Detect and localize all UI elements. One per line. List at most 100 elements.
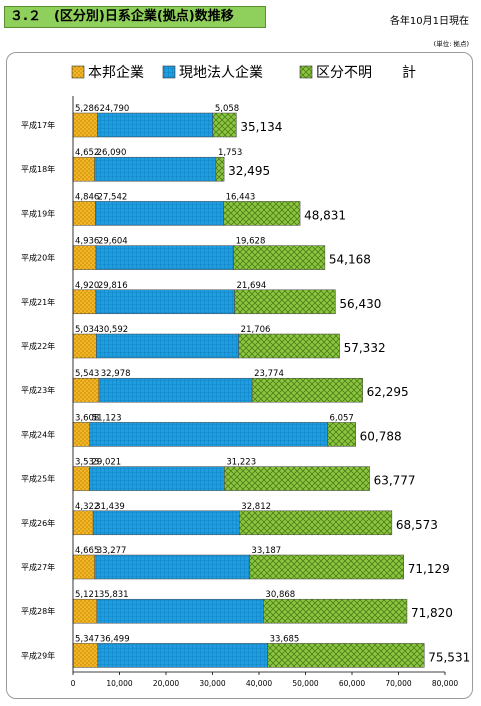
bar-segment [223, 201, 301, 226]
bar-segment [95, 289, 235, 315]
segment-value-label: 4,665 [75, 546, 99, 556]
segment-value-label: 31,223 [226, 458, 256, 468]
segment-value-label: 30,592 [98, 325, 128, 335]
segment-value-label: 3,608 [75, 413, 99, 423]
segment-value-label: 21,694 [237, 281, 267, 291]
bar-segment [94, 554, 250, 580]
segment-value-label: 4,322 [75, 502, 99, 512]
bar-segment [72, 554, 95, 580]
segment-value-label: 3,533 [75, 458, 99, 468]
bar-segment [96, 333, 239, 359]
segment-value-label: 5,347 [75, 634, 99, 644]
category-label: 平成22年 [21, 341, 55, 351]
legend-label-3: 区分不明 [316, 65, 372, 81]
bar-segment [215, 156, 225, 182]
bar-segment [95, 201, 224, 226]
bar-segment [238, 333, 340, 359]
total-value-label: 60,788 [360, 429, 402, 443]
bar-segment [267, 643, 425, 668]
bar-segment [95, 245, 234, 270]
segment-value-label: 5,543 [75, 369, 99, 379]
bar-segment [72, 245, 97, 270]
x-tick-label: 40,000 [246, 679, 272, 688]
total-value-label: 71,129 [408, 562, 450, 576]
bar-segment [72, 643, 99, 668]
segment-value-label: 23,774 [254, 369, 284, 379]
segment-value-label: 21,706 [241, 325, 271, 335]
bar-segment [72, 112, 98, 138]
x-tick-label: 60,000 [339, 679, 365, 688]
category-label: 平成17年 [21, 120, 55, 130]
segment-value-label: 33,685 [270, 634, 300, 644]
category-label: 平成21年 [21, 297, 55, 307]
total-value-label: 63,777 [374, 474, 416, 488]
segment-value-label: 26,090 [97, 148, 127, 158]
bar-segment [249, 554, 404, 580]
bar-segment [92, 510, 240, 536]
x-tick-label: 50,000 [292, 679, 318, 688]
legend-label-1: 本邦企業 [88, 64, 144, 81]
bar-segment [72, 333, 97, 359]
segment-value-label: 29,816 [98, 281, 128, 291]
segment-value-label: 33,277 [97, 546, 127, 556]
total-value-label: 68,573 [396, 518, 438, 532]
segment-value-label: 4,920 [75, 281, 99, 291]
category-label: 平成19年 [21, 208, 55, 218]
total-value-label: 32,495 [228, 164, 270, 178]
category-label: 平成24年 [21, 429, 55, 439]
bar-segment [89, 466, 225, 491]
bar-segment [72, 598, 98, 624]
category-label: 平成20年 [21, 253, 55, 263]
legend-label-total: 計 [402, 65, 416, 81]
bar-segment [97, 112, 214, 138]
bar-segment [212, 112, 237, 138]
segment-value-label: 5,058 [215, 104, 239, 114]
bar-segment [72, 289, 97, 315]
section-title: ３.２ (区分別)日系企業(拠点)数推移 [4, 6, 266, 28]
segment-value-label: 5,121 [75, 590, 99, 600]
legend-swatch-3 [299, 65, 313, 79]
segment-value-label: 32,812 [241, 502, 271, 512]
total-value-label: 57,332 [344, 341, 386, 355]
bar-segment [239, 510, 393, 536]
segment-value-label: 16,443 [226, 192, 256, 202]
x-tick-label: 20,000 [153, 679, 179, 688]
bar-segment [89, 422, 328, 447]
bar-segment [251, 377, 363, 403]
segment-value-label: 19,628 [236, 237, 266, 247]
category-label: 平成27年 [21, 562, 55, 572]
bar-segment [234, 289, 336, 315]
segment-value-label: 5,034 [75, 325, 99, 335]
segment-value-label: 29,604 [98, 237, 128, 247]
category-label: 平成18年 [21, 164, 55, 174]
total-value-label: 48,831 [304, 208, 346, 222]
total-value-label: 62,295 [367, 385, 409, 399]
category-label: 平成25年 [21, 474, 55, 484]
legend-swatch-1 [71, 65, 85, 79]
chart-frame [6, 52, 473, 699]
bar-segment [72, 422, 91, 447]
total-value-label: 35,134 [240, 120, 282, 134]
segment-value-label: 6,057 [329, 413, 353, 423]
segment-value-label: 33,187 [251, 546, 281, 556]
legend: 本邦企業 現地法人企業 区分不明 計 [71, 64, 416, 81]
segment-value-label: 30,868 [265, 590, 295, 600]
segment-value-label: 35,831 [99, 590, 129, 600]
bar-segment [94, 156, 217, 182]
segment-value-label: 31,439 [95, 502, 125, 512]
total-value-label: 56,430 [339, 297, 381, 311]
as-of-date: 各年10月1日現在 [389, 16, 469, 27]
x-tick-label: 80,000 [432, 679, 458, 688]
legend-swatch-2 [162, 65, 176, 79]
bar-segment [72, 377, 100, 403]
bar-segment [224, 466, 370, 491]
total-value-label: 54,168 [329, 253, 371, 267]
x-tick-label: 0 [71, 679, 76, 688]
unit-note: (単位: 拠点) [433, 40, 469, 48]
x-tick-label: 10,000 [106, 679, 132, 688]
bar-segment [97, 643, 268, 668]
x-axis: 0 10,000 20,000 30,000 40,000 50,000 60,000 70,… [71, 96, 458, 688]
x-tick-label: 70,000 [385, 679, 411, 688]
segment-value-label: 29,021 [91, 458, 121, 468]
